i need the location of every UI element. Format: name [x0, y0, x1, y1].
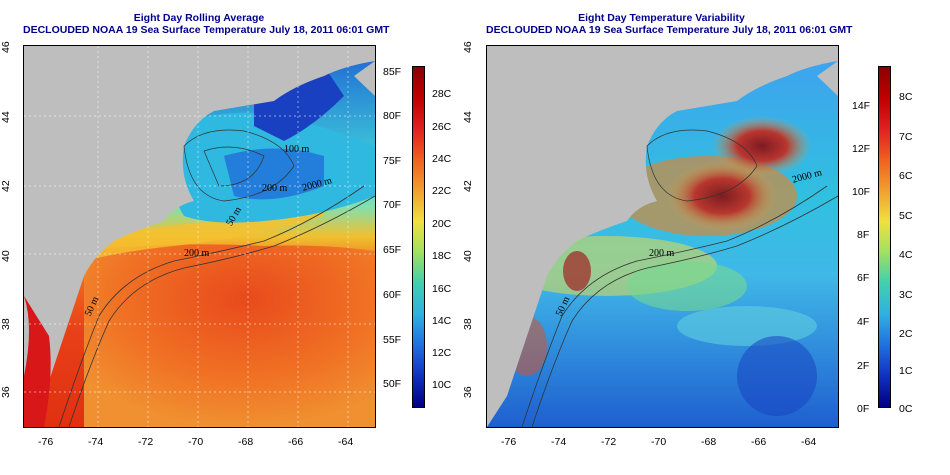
left-cbar-f-tick: 50F [383, 378, 402, 390]
left-cbar-f-tick: 70F [383, 199, 402, 211]
left-x-tick: -70 [188, 436, 204, 448]
right-cbar-c-tick: 1C [899, 365, 913, 377]
right-cbar-c-tick: 8C [899, 91, 913, 103]
left-cbar-c-tick: 22C [432, 185, 452, 197]
right-x-tick: -66 [751, 436, 767, 448]
right-cbar-c-tick: 6C [899, 170, 913, 182]
left-contour-label: 200 m [262, 183, 288, 194]
left-title-line2: DECLOUDED NOAA 19 Sea Surface Temperatur… [23, 24, 390, 36]
right-cbar-c-tick: 7C [899, 131, 913, 143]
left-gulf-stream [84, 244, 375, 427]
right-y-tick: 38 [462, 318, 474, 330]
left-cbar-f-tick: 65F [383, 244, 402, 256]
left-cbar-c-tick: 26C [432, 121, 452, 133]
right-y-tick: 40 [462, 250, 474, 262]
right-cbar-f-tick: 14F [852, 100, 871, 112]
left-cbar-f-tick: 85F [383, 66, 402, 78]
right-cbar-c-tick: 3C [899, 289, 913, 301]
left-cbar-c-tick: 28C [432, 88, 452, 100]
left-title-line1: Eight Day Rolling Average [133, 12, 265, 24]
left-cbar-f-tick: 80F [383, 110, 402, 122]
left-cbar-c-tick: 18C [432, 250, 452, 262]
left-cbar-c-tick: 20C [432, 218, 452, 230]
left-cbar-c-tick: 10C [432, 379, 452, 391]
right-x-tick: -64 [801, 436, 817, 448]
left-x-tick: -64 [338, 436, 354, 448]
right-x-tick: -76 [501, 436, 517, 448]
left-x-tick: -76 [38, 436, 54, 448]
left-colorbar [412, 66, 425, 408]
right-cbar-f-tick: 8F [857, 229, 870, 241]
left-y-tick: 46 [0, 41, 12, 53]
left-cbar-f-tick: 55F [383, 334, 402, 346]
right-y-tick: 46 [462, 41, 474, 53]
right-cbar-f-tick: 4F [857, 316, 870, 328]
right-cbar-f-tick: 0F [857, 403, 870, 415]
right-cbar-f-tick: 2F [857, 360, 870, 372]
left-x-tick: -66 [288, 436, 304, 448]
left-contour-label: 100 m [284, 144, 310, 155]
right-y-tick: 42 [462, 180, 474, 192]
left-y-tick: 42 [0, 180, 12, 192]
right-high-variability-zone [667, 161, 777, 231]
right-cbar-c-tick: 0C [899, 403, 913, 415]
right-cbar-c-tick: 4C [899, 249, 913, 261]
right-colorbar [878, 66, 891, 408]
left-y-tick: 36 [0, 386, 12, 398]
left-cbar-f-tick: 60F [383, 289, 402, 301]
right-x-tick: -72 [601, 436, 617, 448]
right-cbar-f-tick: 6F [857, 272, 870, 284]
right-cbar-c-tick: 2C [899, 328, 913, 340]
right-variability-map[interactable]: 2000 m 200 m 50 m [486, 45, 839, 428]
left-land-mass [24, 46, 375, 427]
left-cbar-c-tick: 16C [432, 283, 452, 295]
left-cbar-c-tick: 14C [432, 315, 452, 327]
right-y-tick: 36 [462, 386, 474, 398]
left-x-tick: -68 [238, 436, 254, 448]
left-cbar-c-tick: 12C [432, 347, 452, 359]
right-cbar-f-tick: 10F [852, 186, 871, 198]
right-title-line1: Eight Day Temperature Variability [578, 12, 745, 24]
right-x-tick: -74 [551, 436, 567, 448]
left-cbar-f-tick: 75F [383, 155, 402, 167]
left-sst-map[interactable]: 2000 m 200 m 200 m 50 m 50 m 100 m [23, 45, 376, 428]
right-x-tick: -68 [701, 436, 717, 448]
left-y-tick: 40 [0, 250, 12, 262]
right-cbar-f-tick: 12F [852, 143, 871, 155]
left-y-tick: 38 [0, 318, 12, 330]
right-cbar-c-tick: 5C [899, 210, 913, 222]
left-x-tick: -74 [88, 436, 104, 448]
right-title-line2: DECLOUDED NOAA 19 Sea Surface Temperatur… [486, 24, 853, 36]
left-y-tick: 44 [0, 111, 12, 123]
right-land-mass [487, 46, 838, 427]
right-contour-label: 200 m [649, 248, 675, 259]
left-contour-label: 200 m [184, 248, 210, 259]
left-cbar-c-tick: 24C [432, 153, 452, 165]
left-x-tick: -72 [138, 436, 154, 448]
right-y-tick: 44 [462, 111, 474, 123]
right-x-tick: -70 [651, 436, 667, 448]
